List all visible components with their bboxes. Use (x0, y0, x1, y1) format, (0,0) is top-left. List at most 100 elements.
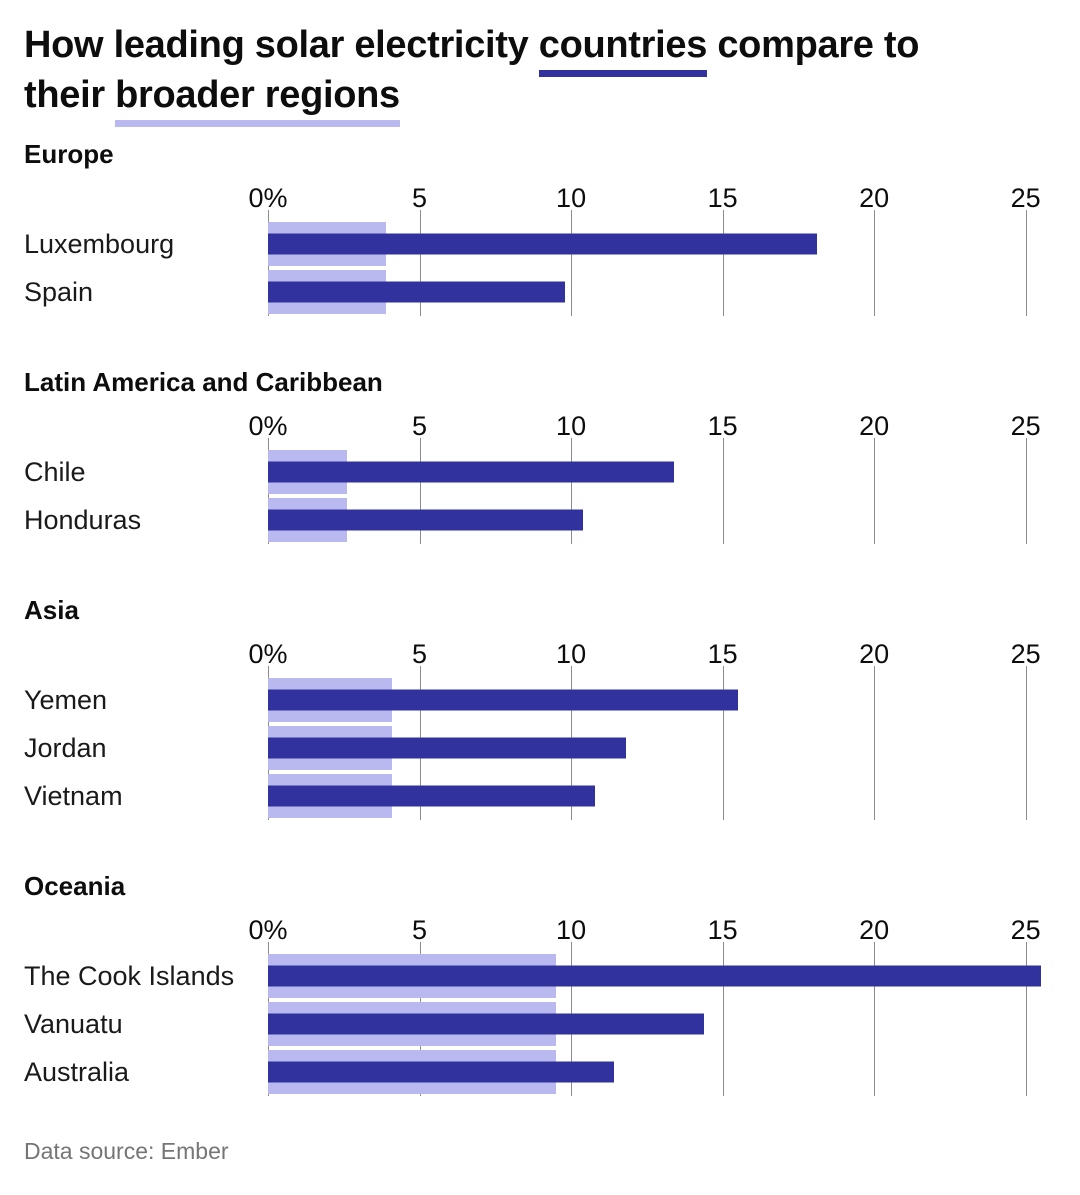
page-title: How leading solar electricity countries … (24, 20, 1056, 128)
country-label: Yemen (24, 684, 108, 715)
gridline (722, 942, 724, 1097)
section-title: Asia (24, 595, 79, 626)
axis-tick-label: 25 (1010, 183, 1041, 214)
country-label: The Cook Islands (24, 960, 235, 991)
country-bar (268, 785, 596, 807)
chart-body: Luxembourg Spain (24, 210, 1056, 317)
axis-tick-label: 5 (412, 639, 428, 670)
axis: 0% 5 10 15 20 25 (24, 902, 1056, 952)
title-text-3: their (24, 74, 116, 117)
gridline (874, 666, 876, 821)
gridline (571, 210, 573, 317)
axis-tick-label: 15 (707, 915, 738, 946)
axis-tick-label: 20 (859, 639, 890, 670)
axis: 0% 5 10 15 20 25 (24, 170, 1056, 220)
gridline (874, 942, 876, 1097)
axis-tick-label: 0% (248, 915, 288, 946)
country-bar (268, 461, 675, 483)
bar-rows: Chile Honduras (24, 448, 1056, 544)
bar-rows: Yemen Jordan Vietnam (24, 676, 1056, 820)
axis-tick-label: 20 (859, 183, 890, 214)
row-plot (268, 1000, 1056, 1048)
chart-section: Oceania 0% 5 10 15 20 25 The Cook Islands Van… (24, 870, 1056, 1097)
row-plot (268, 724, 1056, 772)
bar-row: Vanuatu (24, 1000, 1056, 1048)
axis-tick-label: 10 (556, 183, 587, 214)
axis-tick-label: 10 (556, 411, 587, 442)
section-title: Europe (24, 139, 114, 170)
axis-tick-label: 25 (1010, 915, 1041, 946)
row-plot (268, 772, 1056, 820)
axis-spacer (24, 170, 268, 220)
country-label: Jordan (24, 732, 107, 763)
row-plot (268, 496, 1056, 544)
country-label: Vanuatu (24, 1008, 123, 1039)
axis-tick-label: 20 (859, 915, 890, 946)
country-bar (268, 737, 626, 759)
gridline (419, 210, 421, 317)
country-bar (268, 509, 584, 531)
axis-tick-label: 5 (412, 411, 428, 442)
gridline (1025, 666, 1027, 821)
bar-row: Spain (24, 268, 1056, 316)
chart-body: Chile Honduras (24, 438, 1056, 545)
country-bar (268, 233, 817, 255)
country-label: Luxembourg (24, 228, 175, 259)
country-label: Honduras (24, 504, 142, 535)
country-label: Chile (24, 456, 86, 487)
bar-rows: The Cook Islands Vanuatu Australia (24, 952, 1056, 1096)
chart-body: The Cook Islands Vanuatu Australia (24, 942, 1056, 1097)
country-label: Spain (24, 276, 94, 307)
row-plot (268, 1048, 1056, 1096)
title-text-2: compare to (707, 24, 920, 66)
axis-tick-label: 10 (556, 639, 587, 670)
bar-row: Yemen (24, 676, 1056, 724)
gridline (1025, 942, 1027, 1097)
row-plot (268, 220, 1056, 268)
country-bar (268, 1061, 614, 1083)
axis-tick-label: 15 (707, 411, 738, 442)
gridline (722, 666, 724, 821)
bar-row: The Cook Islands (24, 952, 1056, 1000)
bar-row: Australia (24, 1048, 1056, 1096)
axis-tick-label: 15 (707, 639, 738, 670)
gridline (722, 210, 724, 317)
axis-tick-label: 0% (248, 639, 288, 670)
gridline (571, 438, 573, 545)
axis-tick-label: 5 (412, 915, 428, 946)
country-bar (268, 965, 1041, 987)
bar-row: Luxembourg (24, 220, 1056, 268)
row-plot (268, 952, 1056, 1000)
gridline (1025, 210, 1027, 317)
axis-tick-label: 0% (248, 183, 288, 214)
chart-section: Europe 0% 5 10 15 20 25 Luxembourg Spain (24, 138, 1056, 317)
bar-row: Chile (24, 448, 1056, 496)
row-plot (268, 268, 1056, 316)
bar-row: Honduras (24, 496, 1056, 544)
axis-tick-label: 10 (556, 915, 587, 946)
axis-tick-label: 20 (859, 411, 890, 442)
axis-tick-label: 25 (1010, 639, 1041, 670)
chart-section: Asia 0% 5 10 15 20 25 Yemen Jordan Vietnam (24, 594, 1056, 821)
axis-spacer (24, 902, 268, 952)
gridline (874, 210, 876, 317)
axis-ticks: 0% 5 10 15 20 25 (248, 398, 1056, 448)
title-underline-countries: countries (538, 24, 707, 77)
country-bar (268, 1013, 705, 1035)
chart-body: Yemen Jordan Vietnam (24, 666, 1056, 821)
axis-ticks: 0% 5 10 15 20 25 (248, 170, 1056, 220)
gridline (419, 438, 421, 545)
bar-row: Vietnam (24, 772, 1056, 820)
section-title: Latin America and Caribbean (24, 367, 383, 398)
country-bar (268, 281, 565, 303)
gridline (722, 438, 724, 545)
bar-rows: Luxembourg Spain (24, 220, 1056, 316)
axis-tick-label: 5 (412, 183, 428, 214)
chart-sections: Europe 0% 5 10 15 20 25 Luxembourg Spain Lati… (24, 138, 1056, 1097)
axis-tick-label: 25 (1010, 411, 1041, 442)
gridline (1025, 438, 1027, 545)
country-label: Vietnam (24, 780, 123, 811)
axis-spacer (24, 626, 268, 676)
axis-ticks: 0% 5 10 15 20 25 (248, 902, 1056, 952)
gridline (874, 438, 876, 545)
